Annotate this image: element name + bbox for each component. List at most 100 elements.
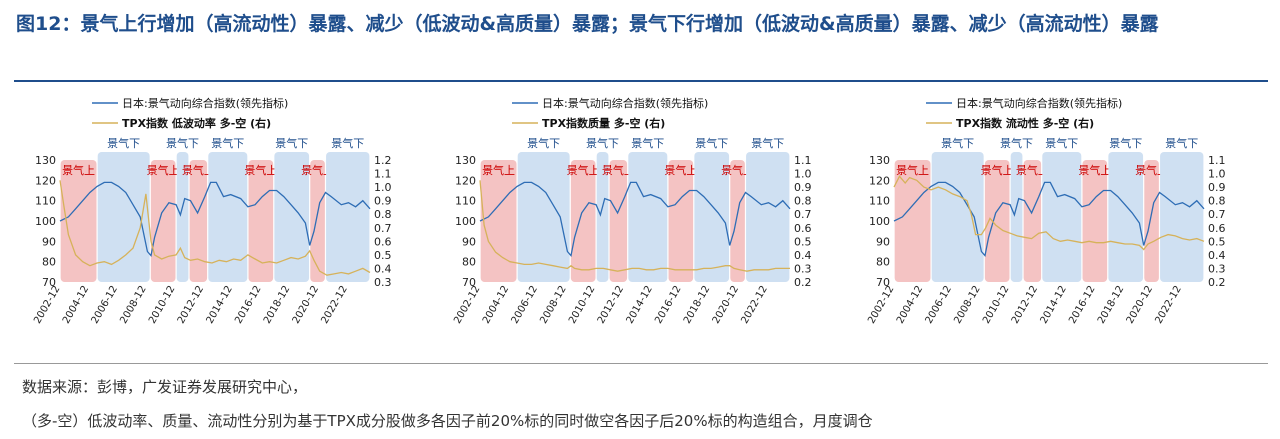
legend-label-factor: TPX指数质量 多-空 (右) — [542, 116, 665, 130]
regime-band-down — [326, 152, 370, 282]
x-tick-label: 2022-12 — [1153, 284, 1183, 326]
left-tick-label: 110 — [455, 195, 476, 208]
x-tick-label: 2018-12 — [1096, 284, 1126, 326]
regime-band-up — [894, 160, 931, 282]
regime-label-up: 景气上 — [1016, 163, 1049, 177]
regime-label-up: 景气上 — [182, 163, 215, 177]
x-tick-label: 2008-12 — [952, 284, 982, 326]
regime-band-down — [97, 152, 150, 282]
regime-band-down — [596, 152, 609, 282]
series-line-leading-index — [59, 181, 371, 258]
regime-band-up — [60, 160, 97, 282]
left-tick-label: 90 — [462, 235, 476, 248]
regime-label-down: 景气下 — [631, 136, 664, 150]
left-tick-label: 100 — [455, 215, 476, 228]
x-tick-label: 2010-12 — [981, 284, 1011, 326]
left-tick-label: 130 — [35, 154, 56, 167]
left-tick-label: 120 — [35, 174, 56, 187]
right-tick-label: 0.6 — [1208, 222, 1226, 235]
left-tick-label: 70 — [462, 276, 476, 289]
regime-band-down — [694, 152, 730, 282]
right-tick-label: 1.1 — [374, 168, 392, 181]
series-line-factor — [59, 180, 371, 276]
regime-label-down: 景气下 — [527, 136, 560, 150]
regime-band-up — [570, 160, 596, 282]
regime-band-up — [984, 160, 1010, 282]
regime-band-down — [1042, 152, 1082, 282]
regime-label-down: 景气下 — [107, 136, 140, 150]
regime-label-up: 景气上 — [664, 163, 697, 177]
regime-label-up: 景气上 — [602, 163, 635, 177]
right-tick-label: 0.9 — [374, 195, 392, 208]
x-tick-label: 2020-12 — [291, 284, 321, 326]
right-tick-label: 1.0 — [794, 168, 812, 181]
right-tick-label: 0.7 — [794, 208, 812, 221]
left-tick-label: 130 — [455, 154, 476, 167]
left-tick-label: 100 — [869, 215, 890, 228]
x-tick-label: 2004-12 — [61, 284, 91, 326]
right-tick-label: 0.3 — [374, 276, 392, 289]
x-tick-label: 2022-12 — [739, 284, 769, 326]
footer-divider — [14, 363, 1268, 364]
regime-band-up — [480, 160, 517, 282]
right-tick-label: 0.4 — [1208, 249, 1226, 262]
regime-band-up — [189, 160, 208, 282]
legend-label-leading-index: 日本:景气动向综合指数(领先指标) — [956, 96, 1122, 110]
x-tick-label: 2014-12 — [205, 284, 235, 326]
source-note: 数据来源：彭博，广发证券发展研究中心， — [22, 378, 308, 396]
series-line-leading-index — [893, 181, 1205, 258]
regime-band-down — [746, 152, 790, 282]
regime-band-down — [1108, 152, 1144, 282]
regime-label-up: 景气上 — [62, 163, 95, 177]
regime-band-down — [1010, 152, 1023, 282]
series-line-factor — [893, 175, 1205, 251]
regime-band-down — [1160, 152, 1204, 282]
x-tick-label: 2022-12 — [319, 284, 349, 326]
right-tick-label: 0.6 — [794, 222, 812, 235]
right-tick-label: 0.8 — [1208, 195, 1226, 208]
right-tick-label: 1.2 — [374, 154, 392, 167]
chart-panel-liquidity: 景气上景气下景气上景气下景气上景气下景气上景气下景气上景气下7080901001… — [866, 96, 1226, 326]
regime-label-down: 景气下 — [1109, 136, 1142, 150]
regime-label-up: 景气上 — [1135, 163, 1168, 177]
regime-label-down: 景气下 — [1000, 136, 1033, 150]
chart-panel-quality: 景气上景气下景气上景气下景气上景气下景气上景气下景气上景气下7080901001… — [452, 96, 812, 326]
regime-band-down — [517, 152, 570, 282]
regime-band-down — [628, 152, 668, 282]
left-tick-label: 70 — [42, 276, 56, 289]
regime-label-up: 景气上 — [981, 163, 1014, 177]
x-tick-label: 2014-12 — [1039, 284, 1069, 326]
left-tick-label: 80 — [876, 256, 890, 269]
left-tick-label: 70 — [876, 276, 890, 289]
x-tick-label: 2004-12 — [481, 284, 511, 326]
regime-band-up — [668, 160, 694, 282]
regime-label-up: 景气上 — [301, 163, 334, 177]
regime-label-up: 景气上 — [244, 163, 277, 177]
right-tick-label: 1.1 — [1208, 154, 1226, 167]
right-tick-label: 0.5 — [1208, 235, 1226, 248]
left-tick-label: 120 — [455, 174, 476, 187]
right-tick-label: 0.4 — [794, 249, 812, 262]
legend-label-leading-index: 日本:景气动向综合指数(领先指标) — [542, 96, 708, 110]
x-tick-label: 2008-12 — [538, 284, 568, 326]
regime-band-up — [1082, 160, 1108, 282]
regime-label-up: 景气上 — [567, 163, 600, 177]
title-divider — [14, 80, 1268, 82]
x-tick-label: 2016-12 — [653, 284, 683, 326]
x-tick-label: 2020-12 — [711, 284, 741, 326]
x-tick-label: 2002-12 — [452, 284, 482, 326]
right-tick-label: 0.5 — [794, 235, 812, 248]
regime-label-down: 景气下 — [1045, 136, 1078, 150]
left-tick-label: 90 — [876, 235, 890, 248]
right-tick-label: 0.5 — [374, 249, 392, 262]
regime-label-down: 景气下 — [751, 136, 784, 150]
regime-label-down: 景气下 — [166, 136, 199, 150]
legend-label-leading-index: 日本:景气动向综合指数(领先指标) — [122, 96, 288, 110]
chart-panel-low-volatility: 景气上景气下景气上景气下景气上景气下景气上景气下景气上景气下7080901001… — [32, 96, 392, 326]
regime-label-up: 景气上 — [896, 163, 929, 177]
regime-band-up — [248, 160, 274, 282]
regime-label-up: 景气上 — [482, 163, 515, 177]
regime-band-down — [931, 152, 984, 282]
right-tick-label: 0.9 — [794, 181, 812, 194]
x-tick-label: 2012-12 — [596, 284, 626, 326]
